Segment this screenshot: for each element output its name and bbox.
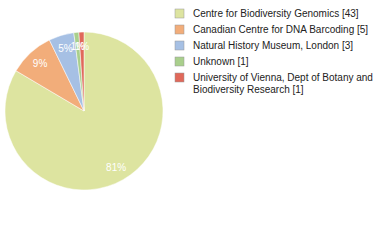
legend: Centre for Biodiversity Genomics [43] Can…	[175, 8, 373, 95]
legend-label-line: Unknown [1]	[193, 56, 249, 67]
chart: 81%9%5%1%1%Centre for Biodiversity Genom…	[0, 0, 380, 240]
legend-swatch	[175, 41, 184, 50]
legend-swatch	[175, 25, 184, 34]
legend-label-line: University of Vienna, Dept of Botany and	[193, 72, 373, 83]
legend-label: Centre for Biodiversity Genomics [43]	[193, 8, 359, 19]
legend-swatch	[175, 57, 184, 66]
legend-swatch	[175, 73, 184, 82]
legend-swatch	[175, 9, 184, 18]
pie: 81%9%5%1%1%	[5, 32, 163, 190]
legend-label-line: Biodiversity Research [1]	[193, 84, 304, 95]
data-label: 1%	[75, 41, 90, 52]
legend-label: Unknown [1]	[193, 56, 249, 67]
legend-label-line: Canadian Centre for DNA Barcoding [5]	[193, 24, 368, 35]
legend-label: Natural History Museum, London [3]	[193, 40, 353, 51]
data-label: 9%	[33, 58, 48, 69]
legend-label: Canadian Centre for DNA Barcoding [5]	[193, 24, 368, 35]
legend-label-line: Centre for Biodiversity Genomics [43]	[193, 8, 359, 19]
legend-label-line: Natural History Museum, London [3]	[193, 40, 353, 51]
pie-slice	[5, 32, 163, 190]
legend-label: University of Vienna, Dept of Botany and…	[193, 72, 373, 95]
data-label: 81%	[106, 162, 126, 173]
